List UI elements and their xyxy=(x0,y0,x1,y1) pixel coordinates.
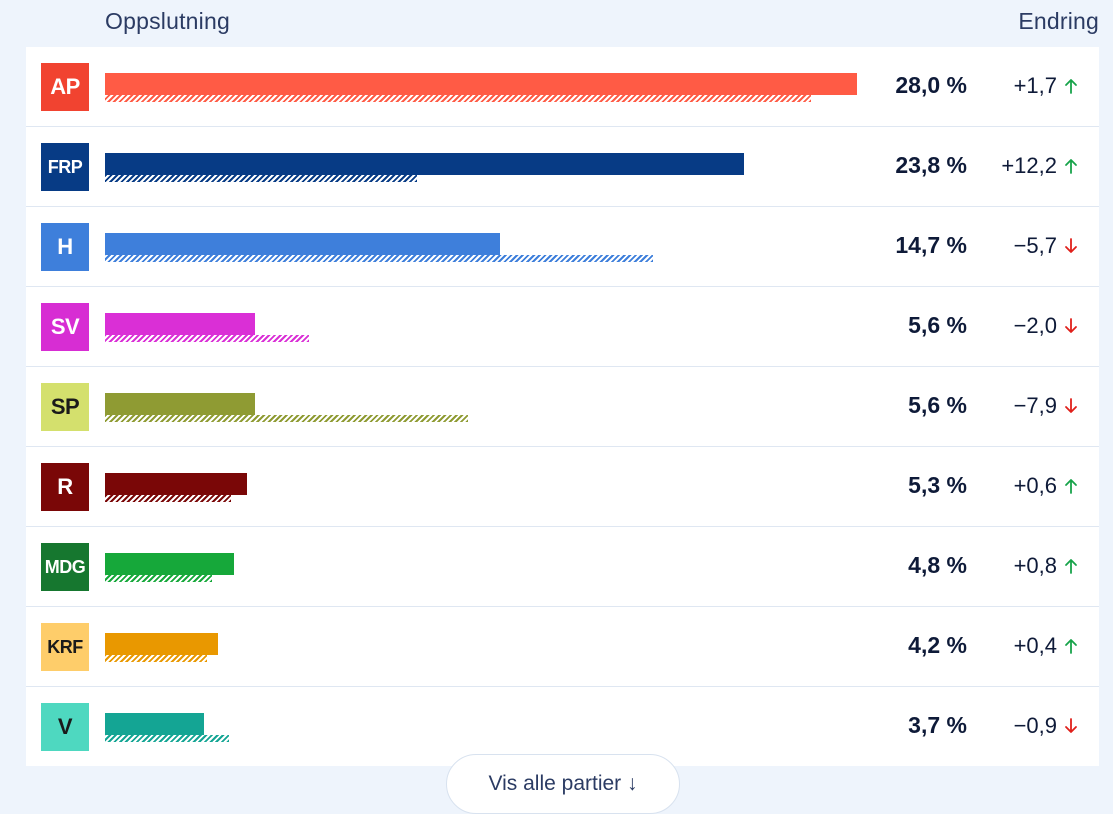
percent-label: 23,8 % xyxy=(895,152,967,178)
column-header-oppslutning: Oppslutning xyxy=(105,8,230,34)
party-row-h: H 14,7 % −5,7 xyxy=(26,207,1099,287)
percent-label: 5,6 % xyxy=(908,312,967,338)
current-result-bar xyxy=(105,393,255,415)
arrow-down-icon xyxy=(1065,318,1077,333)
percent-label: 28,0 % xyxy=(895,72,967,98)
party-badge: H xyxy=(41,223,89,271)
percent-label: 5,3 % xyxy=(908,472,967,498)
percent-label: 14,7 % xyxy=(895,232,967,258)
percent-label: 5,6 % xyxy=(908,392,967,418)
party-badge: SV xyxy=(41,303,89,351)
previous-result-bar xyxy=(105,735,229,742)
current-result-bar xyxy=(105,473,247,495)
current-result-bar xyxy=(105,313,255,335)
party-row-r: R 5,3 % +0,6 xyxy=(26,447,1099,527)
previous-result-bar xyxy=(105,655,207,662)
arrow-up-icon xyxy=(1065,479,1077,494)
party-row-frp: FRP 23,8 % +12,2 xyxy=(26,127,1099,207)
percent-label: 4,8 % xyxy=(908,552,967,578)
percent-label: 3,7 % xyxy=(908,712,967,738)
arrow-up-icon xyxy=(1065,639,1077,654)
arrow-down-icon xyxy=(1065,238,1077,253)
change-label: +12,2 xyxy=(1001,153,1057,178)
party-badge: FRP xyxy=(41,143,89,191)
change-label: −2,0 xyxy=(1013,313,1057,338)
arrow-up-icon xyxy=(1065,79,1077,94)
change-label: +0,8 xyxy=(1013,553,1057,578)
show-all-parties-button[interactable]: Vis alle partier ↓ xyxy=(446,754,680,814)
party-badge: AP xyxy=(41,63,89,111)
percent-label: 4,2 % xyxy=(908,632,967,658)
previous-result-bar xyxy=(105,95,811,102)
change-label: +0,6 xyxy=(1013,473,1057,498)
change-label: −5,7 xyxy=(1013,233,1057,258)
current-result-bar xyxy=(105,73,857,95)
party-badge: R xyxy=(41,463,89,511)
change-label: +0,4 xyxy=(1013,633,1057,658)
arrow-up-icon xyxy=(1065,559,1077,574)
previous-result-bar xyxy=(105,575,212,582)
party-badge: KRF xyxy=(41,623,89,671)
current-result-bar xyxy=(105,553,234,575)
previous-result-bar xyxy=(105,335,309,342)
party-badge: MDG xyxy=(41,543,89,591)
current-result-bar xyxy=(105,633,218,655)
previous-result-bar xyxy=(105,415,468,422)
arrow-down-icon xyxy=(1065,398,1077,413)
party-row-ap: AP 28,0 % +1,7 xyxy=(26,47,1099,127)
chart-header: Oppslutning Endring xyxy=(0,0,1113,46)
current-result-bar xyxy=(105,153,744,175)
party-row-v: V 3,7 % −0,9 xyxy=(26,687,1099,766)
column-header-endring: Endring xyxy=(1018,8,1099,34)
arrow-down-icon xyxy=(1065,718,1077,733)
party-row-sp: SP 5,6 % −7,9 xyxy=(26,367,1099,447)
change-label: +1,7 xyxy=(1013,73,1057,98)
change-label: −0,9 xyxy=(1013,713,1057,738)
party-row-mdg: MDG 4,8 % +0,8 xyxy=(26,527,1099,607)
arrow-up-icon xyxy=(1065,159,1077,174)
previous-result-bar xyxy=(105,495,231,502)
previous-result-bar xyxy=(105,175,417,182)
party-row-sv: SV 5,6 % −2,0 xyxy=(26,287,1099,367)
current-result-bar xyxy=(105,713,204,735)
party-badge: V xyxy=(41,703,89,751)
change-label: −7,9 xyxy=(1013,393,1057,418)
current-result-bar xyxy=(105,233,500,255)
previous-result-bar xyxy=(105,255,653,262)
party-badge: SP xyxy=(41,383,89,431)
party-results-chart: AP 28,0 % +1,7 FRP 23,8 % +12,2 H 14,7 % −5,7 SV 5… xyxy=(26,47,1099,766)
party-row-krf: KRF 4,2 % +0,4 xyxy=(26,607,1099,687)
